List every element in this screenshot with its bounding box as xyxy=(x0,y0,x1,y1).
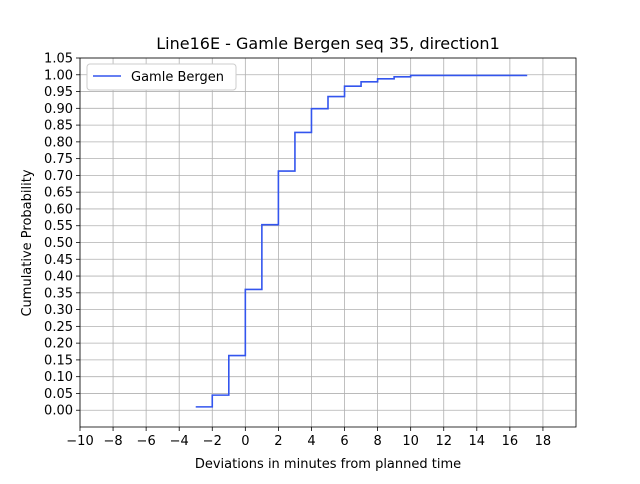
x-tick-label: 8 xyxy=(373,434,381,449)
legend: Gamle Bergen xyxy=(86,63,237,91)
y-tick-label: 0.05 xyxy=(44,387,73,402)
x-tick-label: 4 xyxy=(307,434,315,449)
x-tick-label: −2 xyxy=(203,434,222,449)
legend-label: Gamle Bergen xyxy=(131,70,224,85)
axis-ticks: −10 −8 −6 −4 −2 0 2 4 6 8 10 12 14 16 18 0.00 0.05 0.10 0.… xyxy=(44,52,551,450)
x-tick-label: −6 xyxy=(137,434,156,449)
y-tick-label: 0.75 xyxy=(44,152,73,167)
y-tick-label: 0.85 xyxy=(44,119,73,134)
y-tick-label: 0.70 xyxy=(44,169,73,184)
legend-box xyxy=(86,63,237,91)
y-tick-label: 0.40 xyxy=(44,270,73,285)
chart-title: Line16E - Gamle Bergen seq 35, direction… xyxy=(156,34,500,53)
y-tick-label: 0.80 xyxy=(44,135,73,150)
x-tick-label: 6 xyxy=(340,434,348,449)
x-tick-label: 0 xyxy=(241,434,249,449)
y-tick-label: 0.45 xyxy=(44,253,73,268)
x-axis-label: Deviations in minutes from planned time xyxy=(195,457,461,472)
x-tick-label: 18 xyxy=(535,434,552,449)
y-tick-label: 0.95 xyxy=(44,85,73,100)
y-axis-label: Cumulative Probability xyxy=(20,169,35,316)
x-tick-label: −4 xyxy=(170,434,189,449)
y-tick-label: 0.25 xyxy=(44,320,73,335)
y-tick-label: 0.90 xyxy=(44,102,73,117)
y-tick-label: 0.55 xyxy=(44,219,73,234)
x-tick-label: 10 xyxy=(402,434,419,449)
y-tick-label: 0.30 xyxy=(44,303,73,318)
x-tick-label: 12 xyxy=(435,434,452,449)
y-tick-label: 0.10 xyxy=(44,370,73,385)
y-tick-label: 1.00 xyxy=(44,68,73,83)
x-tick-label: −8 xyxy=(103,434,122,449)
x-tick-label: −10 xyxy=(66,434,93,449)
y-tick-label: 0.60 xyxy=(44,202,73,217)
y-tick-label: 0.20 xyxy=(44,337,73,352)
y-tick-label: 0.35 xyxy=(44,286,73,301)
series-layer xyxy=(195,74,528,408)
x-tick-label: 2 xyxy=(274,434,282,449)
y-tick-label: 0.00 xyxy=(44,404,73,419)
y-tick-label: 0.65 xyxy=(44,186,73,201)
y-tick-label: 0.50 xyxy=(44,236,73,251)
x-tick-label: 14 xyxy=(469,434,486,449)
y-tick-label: 0.15 xyxy=(44,353,73,368)
x-tick-label: 16 xyxy=(502,434,519,449)
series-line-gamle-bergen xyxy=(195,74,528,408)
y-tick-label: 1.05 xyxy=(44,52,73,67)
